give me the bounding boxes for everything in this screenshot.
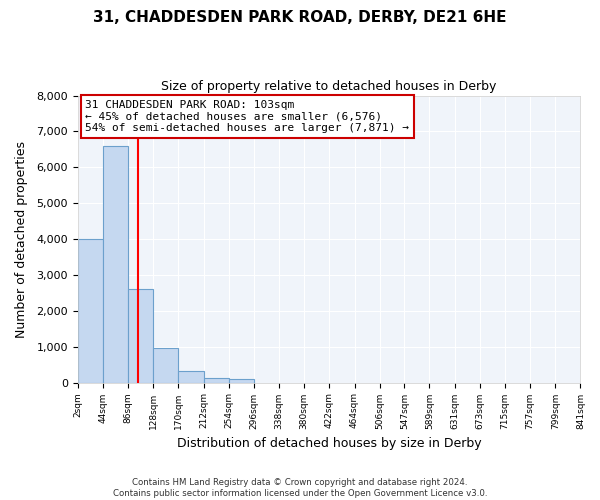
Title: Size of property relative to detached houses in Derby: Size of property relative to detached ho… [161,80,497,93]
Bar [229,380,254,382]
Text: 31 CHADDESDEN PARK ROAD: 103sqm
← 45% of detached houses are smaller (6,576)
54%: 31 CHADDESDEN PARK ROAD: 103sqm ← 45% of… [85,100,409,133]
Bar [77,239,103,382]
Bar [128,290,153,382]
Bar [203,378,229,382]
Bar [178,371,203,382]
Y-axis label: Number of detached properties: Number of detached properties [15,140,28,338]
Bar [103,146,128,382]
Text: 31, CHADDESDEN PARK ROAD, DERBY, DE21 6HE: 31, CHADDESDEN PARK ROAD, DERBY, DE21 6H… [93,10,507,25]
Bar [153,348,178,382]
X-axis label: Distribution of detached houses by size in Derby: Distribution of detached houses by size … [177,437,481,450]
Text: Contains HM Land Registry data © Crown copyright and database right 2024.
Contai: Contains HM Land Registry data © Crown c… [113,478,487,498]
